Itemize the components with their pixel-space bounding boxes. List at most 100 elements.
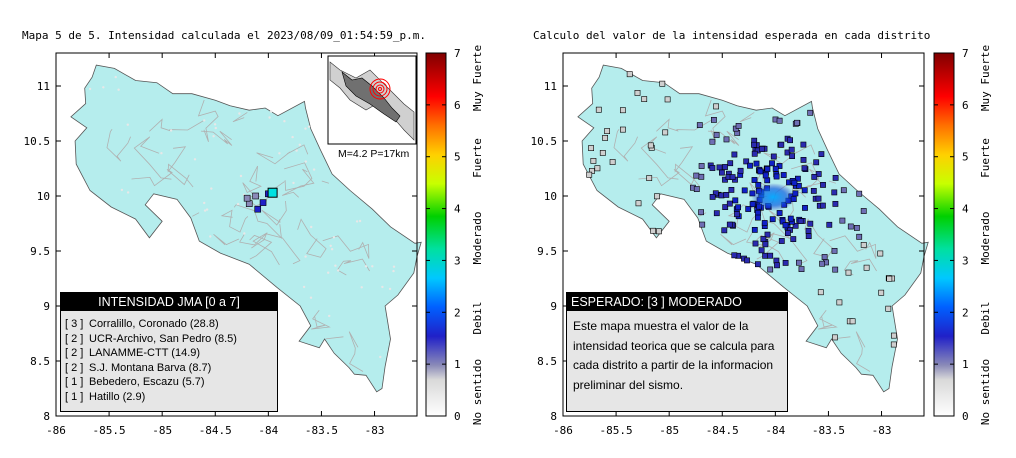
district-marker — [729, 174, 736, 180]
station-level: [ 1 ] — [65, 390, 84, 403]
station-dot — [239, 174, 243, 178]
district-marker — [709, 138, 716, 145]
station-name: LANAMME-CTT (14.9) — [89, 347, 201, 360]
district-marker — [710, 117, 717, 123]
district-marker — [826, 221, 833, 228]
station-dot — [307, 125, 311, 128]
colorbar-category-label: Fuerte — [471, 138, 484, 178]
district-marker — [698, 173, 705, 180]
station-marker — [254, 205, 262, 213]
expected-legend-title: ESPERADO: [3 ] MODERADO — [567, 293, 787, 311]
district-marker — [836, 299, 843, 306]
station-dot — [392, 269, 395, 273]
colorbar-category-label: Moderado — [471, 212, 484, 265]
district-marker — [831, 334, 838, 341]
inset-epicenter-ring — [375, 84, 385, 94]
district-marker — [788, 146, 795, 153]
road-line — [233, 204, 282, 239]
y-tick-label: 9.5 — [537, 245, 557, 258]
district-marker — [761, 220, 768, 226]
colorbar-tick-label: 4 — [962, 203, 969, 216]
left-map-title: Mapa 5 de 5. Intensidad calculada el 202… — [22, 29, 426, 42]
road-line — [133, 136, 172, 180]
district-marker — [820, 182, 826, 188]
station-level: [ 2 ] — [65, 361, 84, 374]
district-marker — [762, 252, 768, 259]
road-line — [829, 235, 877, 259]
station-dot — [102, 86, 105, 89]
district-marker — [726, 221, 733, 228]
district-marker — [709, 194, 716, 200]
district-marker — [754, 214, 761, 221]
district-marker — [832, 201, 839, 207]
station-dot — [392, 265, 396, 268]
x-tick-label: -84 — [258, 424, 278, 437]
district-marker — [737, 167, 744, 174]
district-marker — [769, 216, 776, 223]
right-colorbar: 7 6 5 4 3 2 1 0 Muy Fuerte Fuerte Moderado Debil No … — [933, 45, 992, 425]
y-tick-label: 10 — [544, 190, 557, 203]
district-marker — [770, 153, 777, 160]
station-level: [ 3 ] — [65, 318, 84, 330]
road-line — [707, 130, 740, 146]
station-dot — [238, 112, 241, 115]
district-marker — [655, 228, 662, 235]
district-marker — [696, 122, 703, 128]
district-marker — [735, 123, 742, 129]
road-line — [311, 310, 331, 330]
map-frame — [562, 52, 925, 417]
district-marker — [722, 164, 728, 170]
station-name: Corralillo, Coronado (28.8) — [89, 318, 219, 330]
district-marker — [831, 248, 838, 254]
district-marker — [722, 204, 729, 210]
road-line — [818, 310, 838, 330]
district-marker — [635, 200, 642, 207]
station-dot — [193, 158, 197, 161]
road-line — [321, 180, 330, 184]
district-marker — [718, 169, 725, 176]
station-name: S.J. Montana Barva (8.7) — [89, 361, 212, 374]
district-marker — [787, 215, 794, 222]
inset-epicenter-ring — [378, 87, 382, 91]
colorbar-category-label: No sentido — [979, 359, 992, 425]
colorbar-tick-label: 2 — [962, 306, 969, 319]
district-marker — [774, 262, 780, 269]
district-marker — [744, 257, 750, 264]
station-dot — [310, 225, 313, 229]
axis-group: -86 -85.5 -85 -84.5 -84 -83.5 -83 11 10.5 10 9.5 9 8… — [24, 53, 417, 437]
district-marker — [728, 187, 735, 193]
y-tick-label: 8 — [43, 410, 50, 423]
intensity-legend: INTENSIDAD JMA [0 a 7] [ 3 ] Corralillo, … — [60, 292, 278, 412]
road-line — [131, 169, 190, 187]
station-level: [ 1 ] — [65, 376, 84, 389]
district-marker — [860, 208, 867, 214]
colorbar-tick-label: 5 — [454, 151, 461, 164]
station-dot — [210, 187, 213, 190]
district-marker — [807, 220, 814, 227]
district-marker — [747, 162, 753, 169]
station-dot — [309, 296, 313, 299]
colorbar-tick-label: 0 — [962, 410, 969, 423]
district-marker — [853, 225, 860, 231]
station-dot — [114, 75, 117, 79]
y-tick-label: 8.5 — [537, 355, 557, 368]
road-line — [200, 130, 233, 146]
station-dot — [126, 123, 129, 126]
station-dot — [355, 220, 359, 223]
district-marker — [743, 158, 750, 165]
axis-group: -86 -85.5 -85 -84.5 -84 -83.5 -83 11 10.5 10 9.5 9 8… — [531, 53, 924, 437]
station-dot — [332, 236, 336, 239]
district-marker — [815, 171, 822, 177]
y-tick-label: 10.5 — [531, 135, 558, 148]
district-marker — [832, 266, 839, 273]
district-marker — [699, 221, 706, 228]
district-marker — [713, 210, 720, 217]
colorbar-tick-label: 0 — [454, 410, 461, 423]
station-marker — [243, 194, 251, 202]
x-tick-label: -86 — [553, 424, 573, 437]
district-marker — [698, 209, 704, 216]
x-tick-label: -85.5 — [600, 424, 633, 437]
district-marker — [619, 126, 626, 133]
y-tick-label: 10.5 — [24, 135, 51, 148]
district-marker — [845, 269, 852, 276]
